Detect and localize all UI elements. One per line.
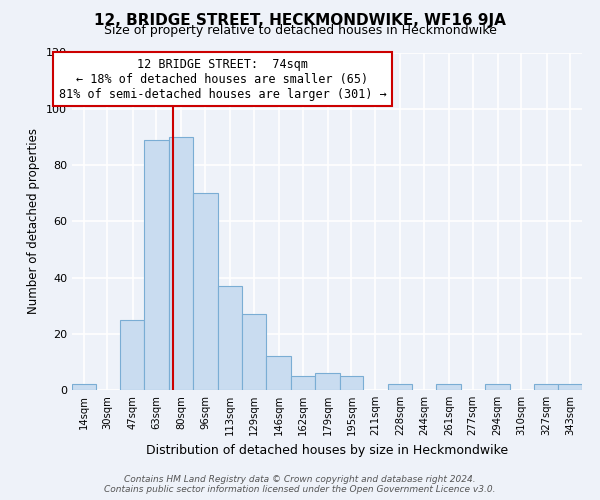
Bar [388, 384, 412, 390]
Bar [145, 140, 169, 390]
Text: Size of property relative to detached houses in Heckmondwike: Size of property relative to detached ho… [104, 24, 496, 37]
X-axis label: Distribution of detached houses by size in Heckmondwike: Distribution of detached houses by size … [146, 444, 508, 456]
Bar [315, 373, 340, 390]
Bar [193, 193, 218, 390]
Bar [169, 137, 193, 390]
Bar [291, 376, 315, 390]
Bar [242, 314, 266, 390]
Bar [559, 384, 582, 390]
Bar [340, 376, 363, 390]
Bar [485, 384, 509, 390]
Text: Contains HM Land Registry data © Crown copyright and database right 2024.
Contai: Contains HM Land Registry data © Crown c… [104, 474, 496, 494]
Text: 12 BRIDGE STREET:  74sqm
← 18% of detached houses are smaller (65)
81% of semi-d: 12 BRIDGE STREET: 74sqm ← 18% of detache… [59, 58, 386, 100]
Text: 12, BRIDGE STREET, HECKMONDWIKE, WF16 9JA: 12, BRIDGE STREET, HECKMONDWIKE, WF16 9J… [94, 12, 506, 28]
Bar [120, 320, 145, 390]
Bar [72, 384, 95, 390]
Bar [534, 384, 559, 390]
Bar [266, 356, 291, 390]
Bar [218, 286, 242, 390]
Y-axis label: Number of detached properties: Number of detached properties [28, 128, 40, 314]
Bar [436, 384, 461, 390]
